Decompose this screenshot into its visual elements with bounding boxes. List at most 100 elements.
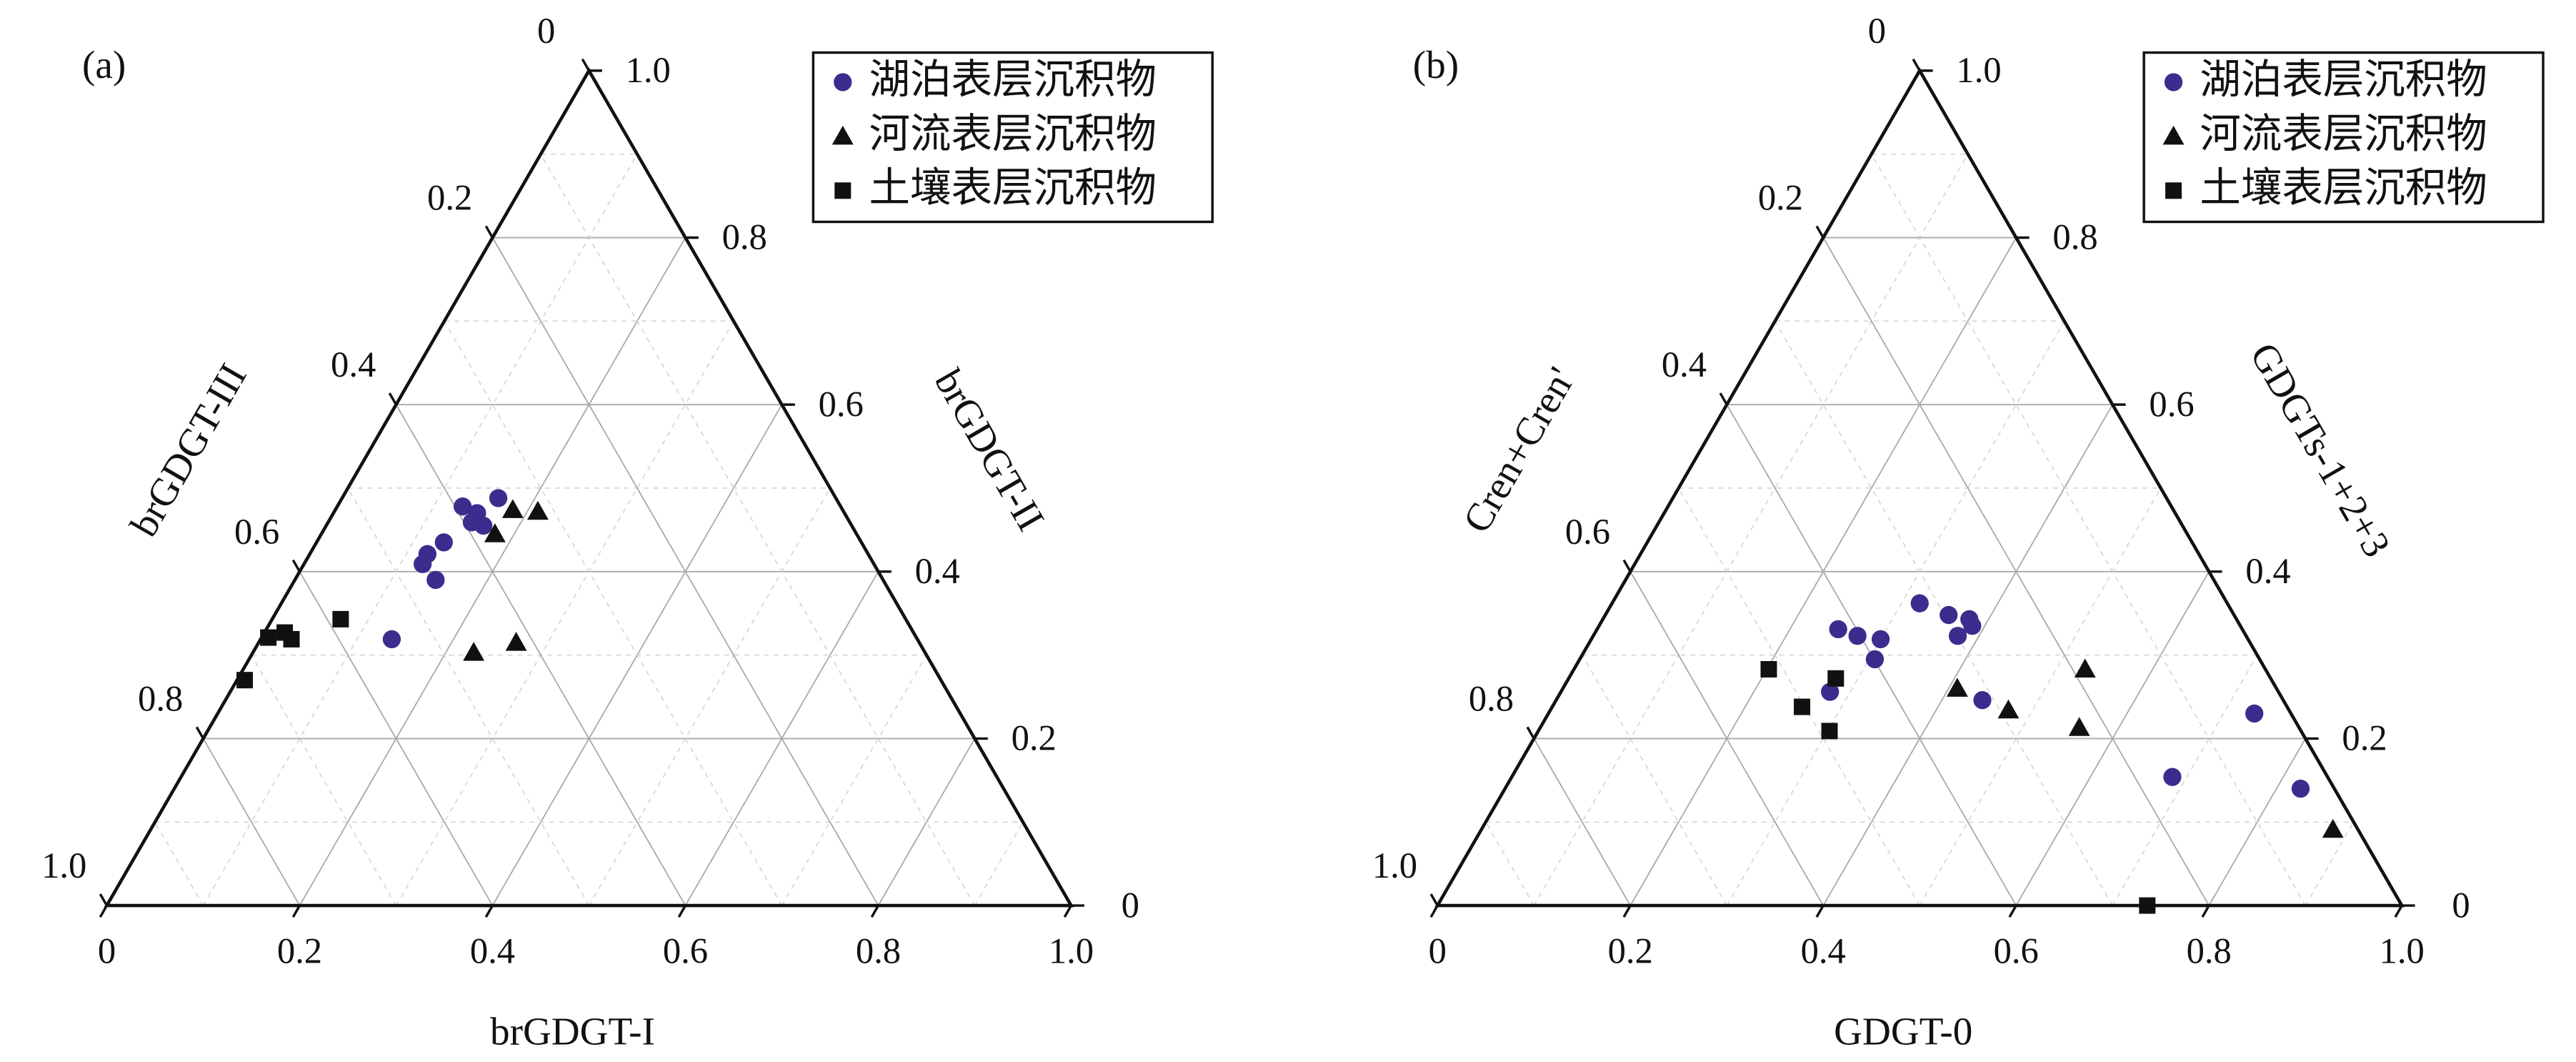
right-tick-label: 1.0 (626, 50, 671, 90)
point (2245, 704, 2264, 723)
grid-line (299, 571, 494, 906)
point (1910, 594, 1929, 612)
bottom-tick-label: 0.4 (470, 931, 515, 971)
point (1963, 617, 1982, 635)
minor-grid-line (1582, 655, 1727, 906)
tick-mark (99, 905, 108, 918)
left-tick-label: 1.0 (41, 845, 86, 885)
point (1821, 683, 1839, 701)
point (2163, 768, 2182, 786)
minor-grid-line (540, 154, 976, 906)
point (332, 610, 349, 627)
minor-grid-line (2305, 821, 2355, 906)
left-axis-title: Cren+Cren' (1454, 360, 1584, 540)
point (1865, 650, 1884, 669)
legend-marker (2164, 73, 2183, 91)
legend-marker (834, 73, 852, 91)
legend-label: 土壤表层沉积物 (869, 166, 1157, 211)
tick-mark (2201, 905, 2210, 918)
point (1829, 620, 1847, 639)
point (1794, 698, 1811, 715)
tick-mark (1429, 905, 1439, 918)
bottom-axis-title: brGDGT-I (490, 1009, 655, 1053)
legend-label: 土壤表层沉积物 (2200, 166, 2487, 211)
left-tick-label: 0.4 (1662, 344, 1707, 384)
right-tick-label: 0.4 (2245, 551, 2290, 591)
legend-marker (2165, 182, 2182, 199)
point (1760, 660, 1777, 678)
point (2068, 717, 2090, 736)
minor-grid-line (781, 655, 927, 906)
right-tick-label: 0 (1122, 885, 1139, 925)
legend-marker (834, 182, 852, 199)
panel-label: (b) (1413, 43, 1459, 86)
legend-label: 湖泊表层沉积物 (2200, 57, 2487, 102)
point (2074, 658, 2096, 678)
point (2139, 897, 2156, 914)
tick-mark (2008, 905, 2017, 918)
tick-mark (1429, 893, 1439, 906)
point (453, 497, 472, 516)
right-tick-label: 1.0 (1956, 50, 2001, 90)
minor-grid-line (1871, 154, 2306, 906)
right-tick-label: 0.2 (2342, 718, 2387, 758)
bottom-axis-title: GDGT-0 (1834, 1009, 1972, 1053)
point (505, 632, 527, 651)
tick-mark (1622, 905, 1632, 918)
minor-grid-line (395, 320, 734, 906)
left-tick-label: 0.6 (234, 512, 279, 552)
tick-mark (291, 905, 301, 918)
bottom-tick-label: 0.8 (2187, 931, 2232, 971)
tick-mark (1815, 225, 1824, 239)
point (474, 516, 493, 535)
tick-mark (1912, 58, 1921, 71)
point (1827, 670, 1844, 687)
point (1973, 691, 1992, 710)
point (1946, 678, 1968, 697)
tick-mark (1526, 726, 1535, 740)
right-tick-label: 0.4 (915, 551, 960, 591)
bottom-tick-label: 0.2 (277, 931, 322, 971)
point (2291, 779, 2310, 798)
right-axis-title: brGDGT-II (927, 362, 1053, 537)
point (526, 500, 549, 520)
bottom-tick-label: 0.6 (663, 931, 708, 971)
left-tick-label: 0.8 (1469, 678, 1514, 718)
tick-mark (484, 225, 494, 239)
left-tick-label: 1.0 (1372, 845, 1417, 885)
right-axis-title: GDGTs-1+2+3 (2242, 335, 2399, 564)
grid-line (1822, 237, 2210, 906)
grid-line (1533, 738, 1632, 906)
tick-mark (484, 905, 494, 918)
minor-grid-line (1726, 320, 2065, 906)
point (484, 523, 506, 542)
triangle-frame (104, 67, 1074, 908)
minor-grid-line (154, 821, 204, 906)
left-tick-label: 0.6 (1565, 512, 1610, 552)
tick-mark (677, 905, 687, 918)
minor-grid-line (444, 320, 783, 906)
legend-box (2142, 51, 2545, 224)
bottom-tick-label: 0.8 (856, 931, 901, 971)
tick-mark (1622, 559, 1632, 572)
point (1997, 699, 2020, 719)
right-tick-label: 0.2 (1012, 718, 1057, 758)
point (1940, 605, 1958, 625)
minor-grid-line (1485, 821, 1534, 906)
point (1948, 627, 1967, 645)
tick-mark (1719, 392, 1728, 406)
bottom-tick-label: 0 (98, 931, 116, 971)
legend-marker (2162, 125, 2185, 145)
left-tick-label: 0.2 (427, 178, 472, 218)
point (1821, 723, 1838, 740)
right-tick-label: 0.6 (819, 384, 864, 424)
grid-line (1629, 571, 1824, 906)
legend-marker (832, 125, 854, 145)
tick-mark (1815, 905, 1824, 918)
tick-mark (195, 726, 204, 740)
point (413, 555, 432, 573)
grid-line (202, 738, 301, 906)
point (260, 629, 277, 646)
